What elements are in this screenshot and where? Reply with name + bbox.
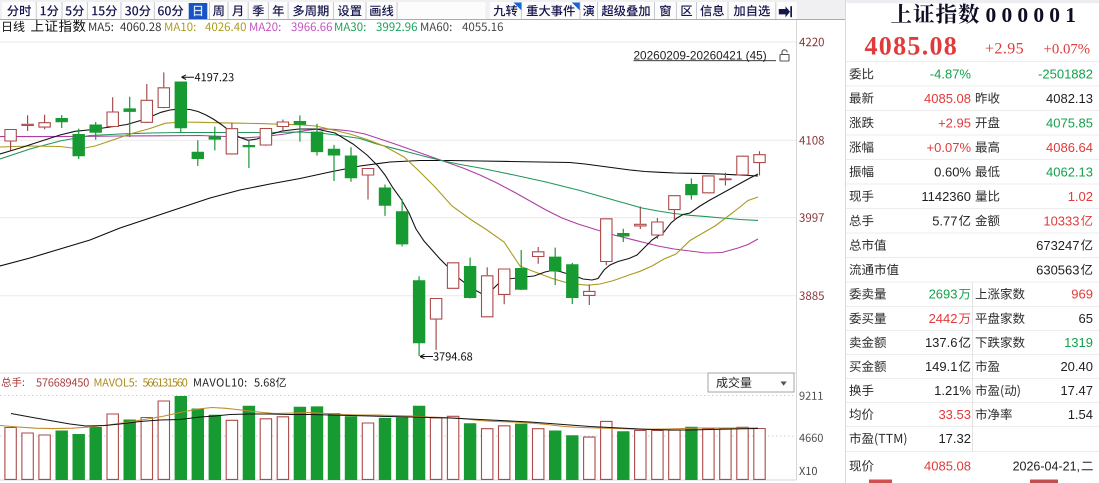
svg-text:5.77: 5.77 <box>932 213 957 228</box>
svg-text:4075.85: 4075.85 <box>1046 115 1093 130</box>
svg-text:969: 969 <box>1071 287 1093 302</box>
svg-text:+2.95: +2.95 <box>985 40 1024 57</box>
svg-text:4062.13: 4062.13 <box>1046 164 1093 179</box>
svg-text:1142360: 1142360 <box>921 189 971 204</box>
svg-text:4085.08: 4085.08 <box>865 31 959 60</box>
svg-text:65: 65 <box>1079 311 1093 326</box>
svg-text:630563: 630563 <box>1036 262 1079 277</box>
svg-text:0.60%: 0.60% <box>934 164 971 179</box>
svg-text:4085.08: 4085.08 <box>924 91 971 106</box>
svg-text:2026-04-21,: 2026-04-21, <box>1013 460 1080 474</box>
svg-text:1319: 1319 <box>1064 335 1093 350</box>
svg-text:4082.13: 4082.13 <box>1046 91 1093 106</box>
svg-text:-2501882: -2501882 <box>1038 67 1093 82</box>
svg-text:1.21%: 1.21% <box>934 383 971 398</box>
svg-text:+2.95: +2.95 <box>938 115 971 130</box>
svg-text:+0.07%: +0.07% <box>1044 41 1091 57</box>
svg-text:137.6: 137.6 <box>925 335 958 350</box>
svg-text:33.53: 33.53 <box>938 407 971 422</box>
svg-text:10333: 10333 <box>1043 213 1079 228</box>
svg-text:149.1: 149.1 <box>925 359 958 374</box>
svg-text:17.32: 17.32 <box>938 431 971 446</box>
svg-text:673247: 673247 <box>1036 238 1079 253</box>
svg-text:1.02: 1.02 <box>1068 189 1093 204</box>
svg-text:20.40: 20.40 <box>1060 359 1093 374</box>
svg-text:+0.07%: +0.07% <box>927 140 972 155</box>
svg-text:4086.64: 4086.64 <box>1046 140 1093 155</box>
svg-text:1.54: 1.54 <box>1068 407 1093 422</box>
svg-text:20260209-20260421 (45): 20260209-20260421 (45) <box>634 49 767 63</box>
svg-text:2442: 2442 <box>929 311 958 326</box>
svg-text:000001: 000001 <box>986 3 1082 27</box>
svg-text:17.47: 17.47 <box>1060 383 1093 398</box>
svg-text:-4.87%: -4.87% <box>930 67 972 82</box>
svg-text:2693: 2693 <box>929 287 958 302</box>
svg-text:4085.08: 4085.08 <box>924 459 971 474</box>
